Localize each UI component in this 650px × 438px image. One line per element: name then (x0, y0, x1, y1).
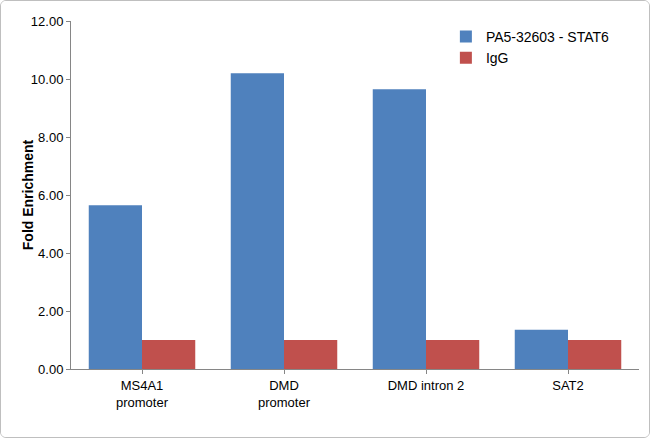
svg-text:IgG: IgG (486, 50, 509, 66)
svg-text:MS4A1promoter: MS4A1promoter (116, 378, 169, 410)
svg-text:2.00: 2.00 (38, 304, 63, 319)
svg-text:0.00: 0.00 (38, 362, 63, 377)
svg-text:PA5-32603 - STAT6: PA5-32603 - STAT6 (486, 29, 609, 45)
svg-text:DMD intron 2: DMD intron 2 (388, 378, 465, 393)
svg-text:10.00: 10.00 (31, 72, 64, 87)
svg-text:DMDpromoter: DMDpromoter (258, 378, 311, 410)
svg-text:Fold Enrichment: Fold Enrichment (20, 139, 36, 250)
svg-text:8.00: 8.00 (38, 130, 63, 145)
svg-text:SAT2: SAT2 (552, 378, 584, 393)
svg-text:4.00: 4.00 (38, 246, 63, 261)
svg-text:12.00: 12.00 (31, 14, 64, 29)
svg-text:6.00: 6.00 (38, 188, 63, 203)
